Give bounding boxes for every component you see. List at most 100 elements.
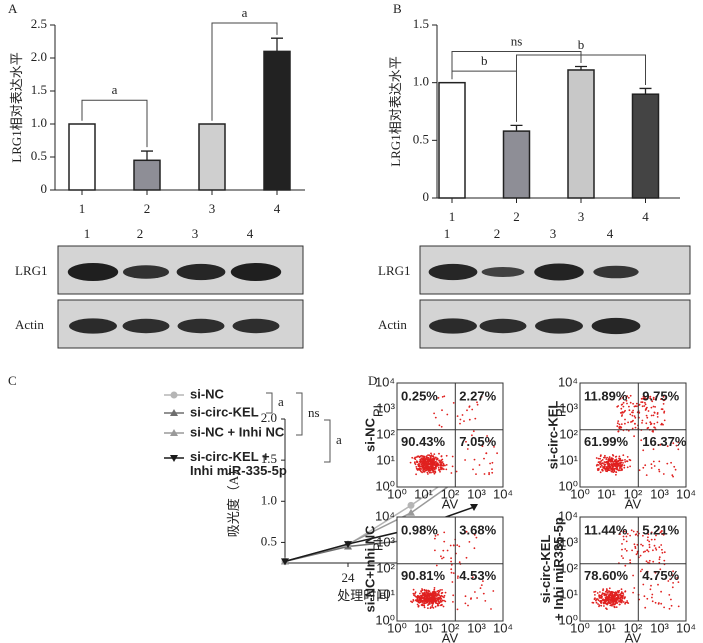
event-dot [466,409,468,412]
event-dot [419,455,422,458]
significance-label: ns [308,405,320,420]
event-dot [622,601,625,603]
event-dot [657,583,659,586]
event-dot [624,564,627,567]
event-dot [463,420,465,422]
event-dot [416,467,418,470]
group-label: si-NC+Inhi NC [362,525,377,613]
event-dot [642,466,645,469]
y-axis-label: 吸光度（A） [226,463,241,537]
event-dot [468,418,471,421]
event-dot [624,602,626,605]
event-dot [632,409,634,412]
event-dot [625,535,628,538]
event-dot [429,598,432,600]
event-dot [475,536,478,539]
event-dot [606,603,609,606]
event-dot [626,395,629,398]
data-point [344,541,352,549]
x-tick-label: 10⁰ [387,486,407,501]
event-dot [441,589,443,591]
event-dot [607,465,610,467]
event-dot [622,592,624,595]
event-dot [617,463,620,465]
event-dot [616,460,619,463]
event-dot [620,468,623,470]
event-dot [622,535,625,538]
event-dot [480,395,483,398]
event-dot [484,600,487,602]
event-dot [434,549,436,552]
event-dot [412,592,415,595]
event-dot [431,596,434,599]
event-dot [434,416,437,419]
y-tick-label: 10⁴ [558,374,578,389]
error-bar [141,150,153,161]
x-tick-label: 10¹ [414,486,433,501]
legend-line: Inhi miR-335-5p [190,463,287,478]
event-dot [451,581,454,583]
event-dot [490,608,492,610]
event-dot [621,459,624,462]
event-dot [600,460,603,462]
event-dot [609,469,611,472]
event-dot [611,467,614,470]
quadrant-percent: 61.99% [584,434,629,449]
event-dot [608,467,610,470]
event-dot [442,605,445,608]
event-dot [440,425,443,428]
event-dot [455,470,458,473]
event-dot [442,556,445,559]
y-tick-label: 0 [41,181,48,196]
event-dot [655,534,657,537]
event-dot [597,603,599,605]
event-dot [423,600,426,602]
event-dot [613,593,616,596]
event-dot [439,604,442,607]
event-dot [438,459,440,462]
event-dot [418,601,421,604]
event-dot [615,606,618,608]
event-dot [634,405,637,408]
event-dot [595,601,598,604]
event-dot [440,460,442,463]
event-dot [606,470,608,473]
event-dot [476,403,479,406]
event-dot [444,600,447,603]
plot-frame [396,516,504,622]
event-dot [622,405,625,408]
event-dot [629,465,631,468]
event-dot [619,533,621,535]
x-tick-label: 2 [513,209,520,224]
event-dot [599,471,602,474]
event-dot [643,595,646,598]
event-dot [433,468,436,471]
event-dot [666,462,669,465]
event-dot [434,593,436,595]
event-dot [610,463,613,466]
event-dot [611,603,614,606]
event-dot [604,602,607,604]
event-dot [660,422,663,425]
event-dot [649,421,652,423]
event-dot [464,459,466,461]
event-dot [417,594,419,597]
x-tick-label: 10⁴ [676,486,696,501]
event-dot [608,462,610,465]
event-dot [607,458,610,461]
event-dot [650,467,653,469]
event-dot [670,461,672,464]
significance-label: a [336,432,342,447]
event-dot [427,604,429,606]
event-dot [650,584,652,587]
event-dot [416,598,419,600]
event-dot [615,458,618,461]
event-dot [603,599,606,601]
event-dot [621,596,623,599]
event-dot [659,443,662,446]
event-dot [613,606,616,609]
event-dot [423,606,426,609]
legend-entry: si-circ-KEL [190,404,259,419]
event-dot [648,543,651,546]
blot-band [429,318,477,334]
